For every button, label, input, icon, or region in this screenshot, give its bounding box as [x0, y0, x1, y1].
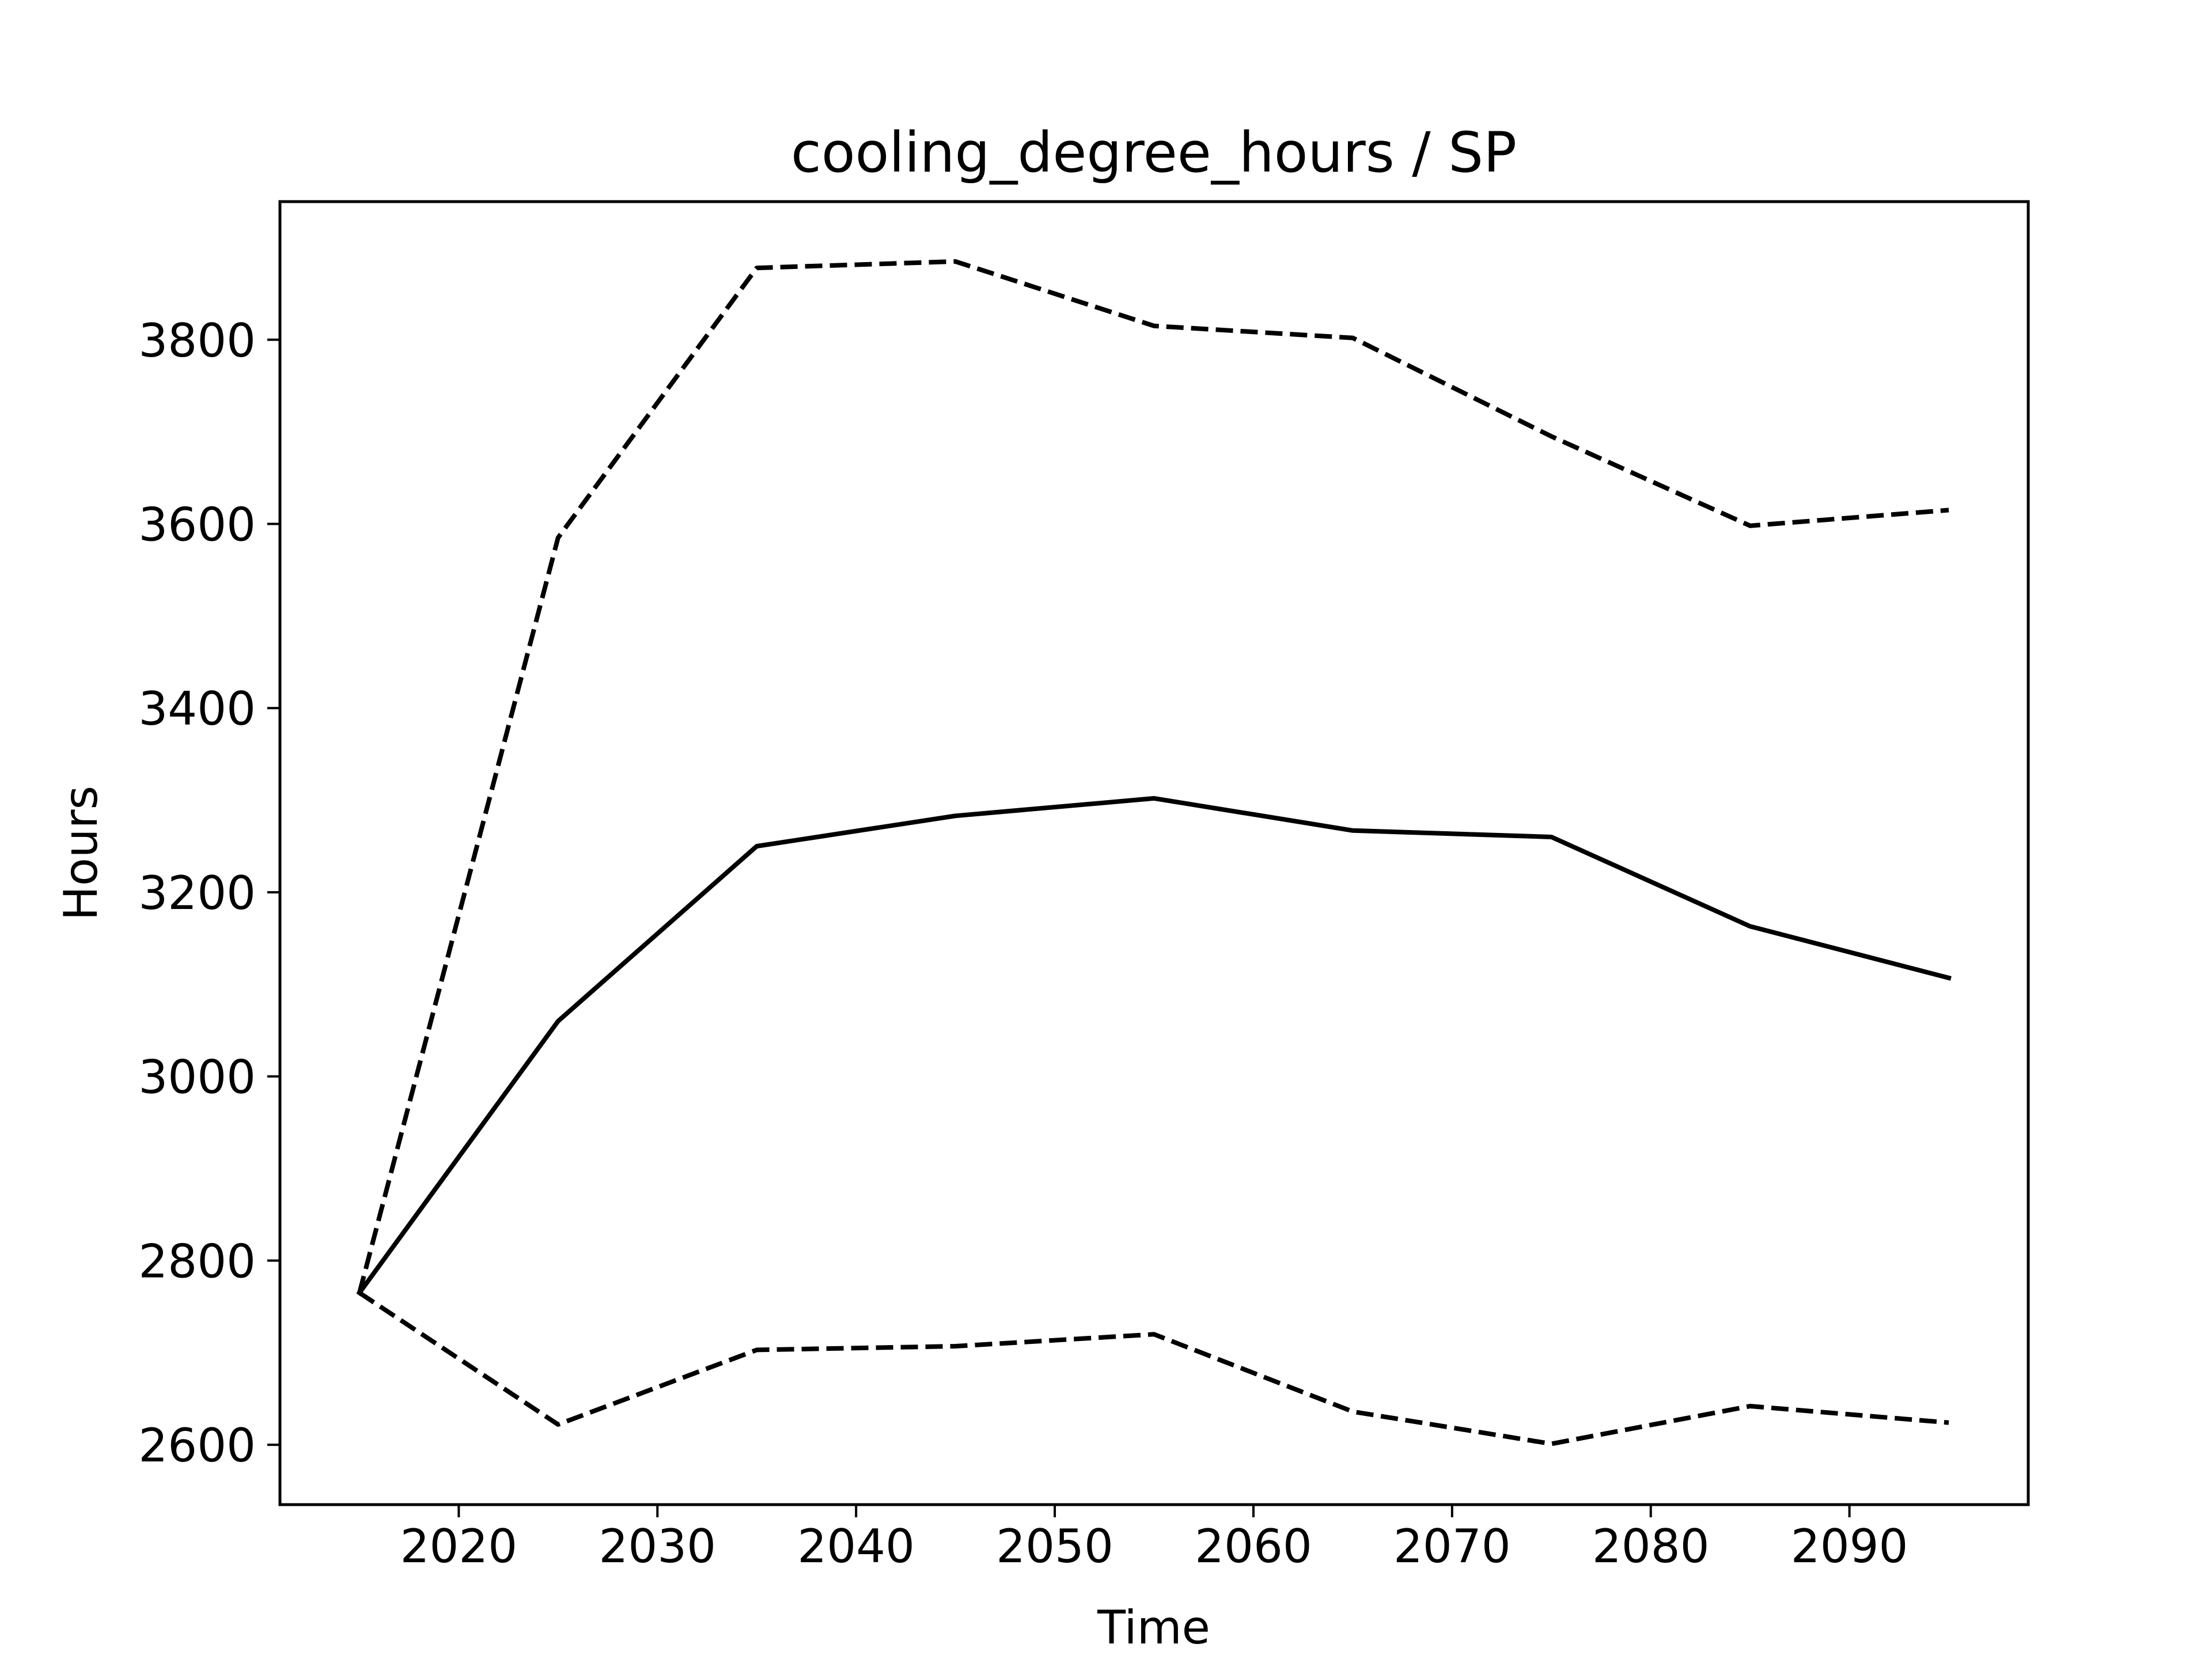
- y-tick-label: 3400: [138, 682, 256, 736]
- y-tick-label: 2600: [138, 1419, 256, 1472]
- x-tick-label: 2070: [1393, 1520, 1511, 1573]
- series-line-lower: [358, 1290, 1949, 1446]
- y-tick-label: 3800: [138, 314, 256, 368]
- x-tick-label: 2050: [996, 1520, 1113, 1573]
- chart-title: cooling_degree_hours / SP: [791, 120, 1517, 185]
- x-tick-label: 2040: [797, 1520, 915, 1573]
- x-tick-label: 2080: [1592, 1520, 1710, 1573]
- y-axis-label: Hours: [54, 786, 108, 921]
- x-tick-label: 2030: [599, 1520, 716, 1573]
- y-tick-label: 3200: [138, 866, 256, 920]
- x-tick-label: 2060: [1195, 1520, 1312, 1573]
- series-layer: [356, 259, 1952, 1446]
- x-tick-label: 2020: [400, 1520, 518, 1573]
- x-axis-ticks: 2020 2030 2040 2050 2060 2070 2080 2090: [400, 1505, 1908, 1573]
- plot-frame: [278, 200, 2030, 1506]
- series-line-median: [356, 796, 1952, 1296]
- y-axis-ticks: 2600 2800 3000 3200 3400 3600 3800: [138, 314, 280, 1472]
- y-tick-label: 2800: [138, 1234, 256, 1288]
- y-tick-label: 3600: [138, 498, 256, 552]
- y-tick-label: 3000: [138, 1051, 256, 1104]
- series-line-upper: [357, 259, 1949, 1294]
- x-tick-label: 2090: [1791, 1520, 1908, 1573]
- x-axis-label: Time: [1097, 1601, 1210, 1654]
